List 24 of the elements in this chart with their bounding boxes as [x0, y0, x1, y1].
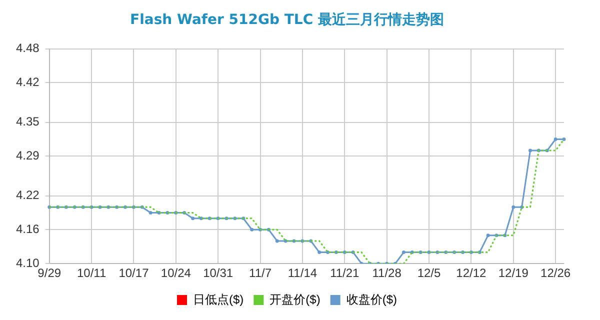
y-tick-label: 4.29 — [16, 148, 40, 163]
chart-title: Flash Wafer 512Gb TLC 最近三月行情走势图 — [130, 11, 444, 28]
legend-label: 日低点($) — [193, 292, 244, 306]
legend-label: 开盘价($) — [270, 292, 320, 306]
x-tick-label: 10/31 — [203, 266, 234, 280]
x-tick-label: 12/12 — [456, 266, 487, 280]
x-tick-label: 10/24 — [160, 266, 192, 280]
y-tick-label: 4.16 — [16, 222, 40, 236]
x-tick-label: 11/14 — [288, 266, 318, 280]
y-tick-label: 4.35 — [16, 114, 40, 129]
y-tick-label: 4.22 — [16, 188, 40, 202]
x-tick-label: 10/17 — [118, 266, 150, 280]
x-tick-label: 10/11 — [76, 266, 106, 280]
x-tick-label: 11/28 — [372, 266, 402, 280]
y-tick-label: 4.48 — [16, 41, 40, 56]
x-tick-label: 11/7 — [249, 266, 272, 280]
x-tick-label: 12/19 — [498, 266, 529, 280]
legend-label: 收盘价($) — [346, 292, 398, 306]
y-tick-label: 4.42 — [16, 75, 40, 90]
x-tick-label: 9/29 — [38, 266, 62, 280]
y-tick-label: 4.10 — [16, 256, 40, 270]
x-tick-label: 12/5 — [417, 266, 442, 280]
x-tick-label: 11/21 — [330, 266, 360, 280]
x-tick-label: 12/26 — [540, 266, 571, 280]
